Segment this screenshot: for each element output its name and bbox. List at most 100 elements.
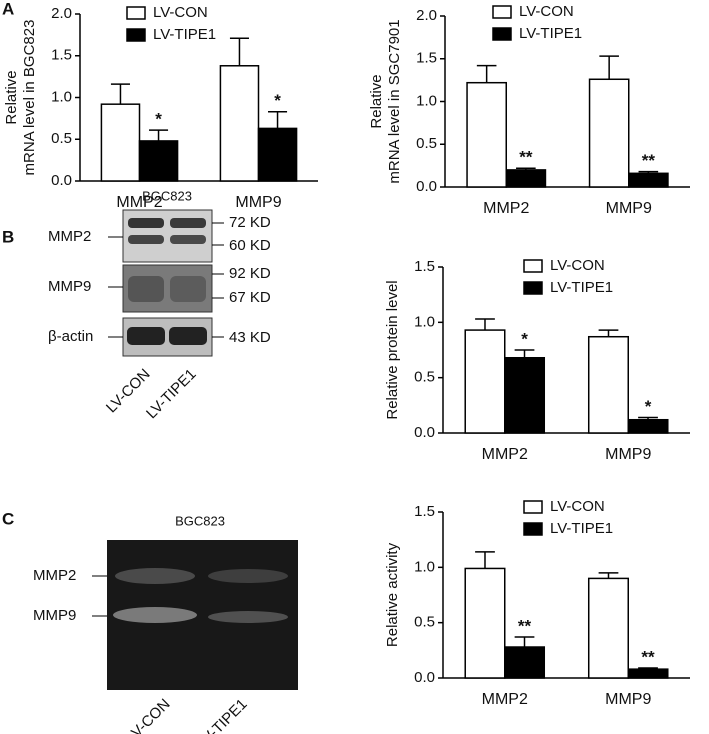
y-axis-title: mRNA level in SGC7901 <box>386 19 403 183</box>
y-tick-label: 1.5 <box>414 258 435 275</box>
legend-label: LV-CON <box>153 4 208 21</box>
blot-band <box>128 235 164 244</box>
y-tick-label: 0.0 <box>416 178 437 195</box>
y-tick-label: 0.5 <box>414 369 435 386</box>
gel-band <box>115 568 195 584</box>
blot-band <box>170 276 206 302</box>
legend-swatch <box>492 27 512 41</box>
y-tick-label: 1.0 <box>416 92 437 109</box>
significance: ** <box>641 648 655 667</box>
legend-swatch <box>126 28 146 42</box>
y-tick-label: 1.0 <box>414 313 435 330</box>
bar <box>219 65 260 182</box>
y-tick-label: 1.0 <box>51 88 72 105</box>
y-axis-title: mRNA level in BGC823 <box>21 20 38 176</box>
x-tick-label: MMP9 <box>235 194 281 211</box>
blot-band <box>128 276 164 302</box>
bar <box>504 356 546 434</box>
bar <box>627 418 669 434</box>
size-label: 67 KD <box>229 289 271 306</box>
bar <box>588 78 630 188</box>
gel-band <box>113 607 197 623</box>
x-tick-label: MMP2 <box>482 691 528 708</box>
size-label: 72 KD <box>229 214 271 231</box>
legend-swatch <box>523 522 543 536</box>
significance: * <box>645 397 652 416</box>
panel-letter: A <box>2 0 14 18</box>
legend-label: LV-TIPE1 <box>519 25 582 42</box>
blot-band <box>170 218 206 228</box>
gel-band-label: MMP9 <box>33 607 76 624</box>
gel-band-label: MMP2 <box>33 567 76 584</box>
legend-swatch <box>126 6 146 20</box>
western-blot: BGC823 MMP2 MMP9 β-actin 72 KD 60 KD 92 … <box>48 188 271 422</box>
y-tick-label: 2.0 <box>51 5 72 22</box>
x-tick-label: MMP9 <box>605 691 651 708</box>
legend-swatch <box>492 5 512 19</box>
x-tick-label: MMP2 <box>482 446 528 463</box>
legend-label: LV-CON <box>519 3 574 20</box>
y-tick-label: 0.0 <box>414 669 435 686</box>
y-tick-label: 1.5 <box>51 47 72 64</box>
significance: ** <box>642 151 656 170</box>
y-axis-title: Relative activity <box>384 542 401 647</box>
y-axis-title: Relative <box>3 70 20 124</box>
x-tick-label: MMP2 <box>116 194 162 211</box>
gel-title: BGC823 <box>175 513 225 528</box>
blot-row-label: β-actin <box>48 328 93 345</box>
y-axis-title: Relative <box>368 74 385 128</box>
bar <box>138 140 179 182</box>
legend-label: LV-TIPE1 <box>550 279 613 296</box>
blot-row-label: MMP2 <box>48 228 91 245</box>
size-label: 43 KD <box>229 329 271 346</box>
blot-title: BGC823 <box>142 188 192 203</box>
y-tick-label: 2.0 <box>416 7 437 24</box>
x-tick-label: MMP2 <box>483 200 529 217</box>
y-axis-title: Relative protein level <box>384 280 401 419</box>
gel-band <box>208 569 288 583</box>
bar <box>257 127 298 182</box>
significance: * <box>274 91 281 110</box>
bar <box>627 668 669 679</box>
y-tick-label: 1.0 <box>414 558 435 575</box>
legend-swatch <box>523 500 543 514</box>
gel-band <box>208 611 288 623</box>
legend-swatch <box>523 281 543 295</box>
zymogram: BGC823 MMP2 MMP9 LV-CON LV-TIPE1 <box>33 513 298 734</box>
panel-letter: B <box>2 227 14 246</box>
panel-letter: C <box>2 509 14 528</box>
blot-row-label: MMP9 <box>48 278 91 295</box>
x-tick-label: MMP9 <box>606 200 652 217</box>
lane-label: LV-TIPE1 <box>143 366 200 423</box>
bar <box>464 567 506 679</box>
y-tick-label: 0.5 <box>51 130 72 147</box>
significance: ** <box>518 617 532 636</box>
bar <box>628 172 669 188</box>
x-tick-label: MMP9 <box>605 446 651 463</box>
bar <box>504 646 546 679</box>
bar <box>466 81 507 188</box>
lane-label: LV-TIPE1 <box>194 696 251 734</box>
legend-swatch <box>523 259 543 273</box>
legend-label: LV-CON <box>550 257 605 274</box>
size-label: 92 KD <box>229 265 271 282</box>
blot-band <box>128 218 164 228</box>
y-tick-label: 0.0 <box>51 172 72 189</box>
bar <box>100 103 141 182</box>
blot-band <box>170 235 206 244</box>
bar <box>587 577 629 679</box>
bar <box>505 169 547 188</box>
legend-label: LV-CON <box>550 498 605 515</box>
y-tick-label: 1.5 <box>414 503 435 520</box>
lane-label: LV-CON <box>123 696 174 734</box>
y-tick-label: 0.0 <box>414 424 435 441</box>
significance: ** <box>519 148 533 167</box>
legend-label: LV-TIPE1 <box>550 520 613 537</box>
significance: * <box>155 110 162 129</box>
y-tick-label: 0.5 <box>414 614 435 631</box>
bar <box>464 329 506 434</box>
y-tick-label: 1.5 <box>416 50 437 67</box>
legend-label: LV-TIPE1 <box>153 26 216 43</box>
blot-band <box>127 327 165 345</box>
